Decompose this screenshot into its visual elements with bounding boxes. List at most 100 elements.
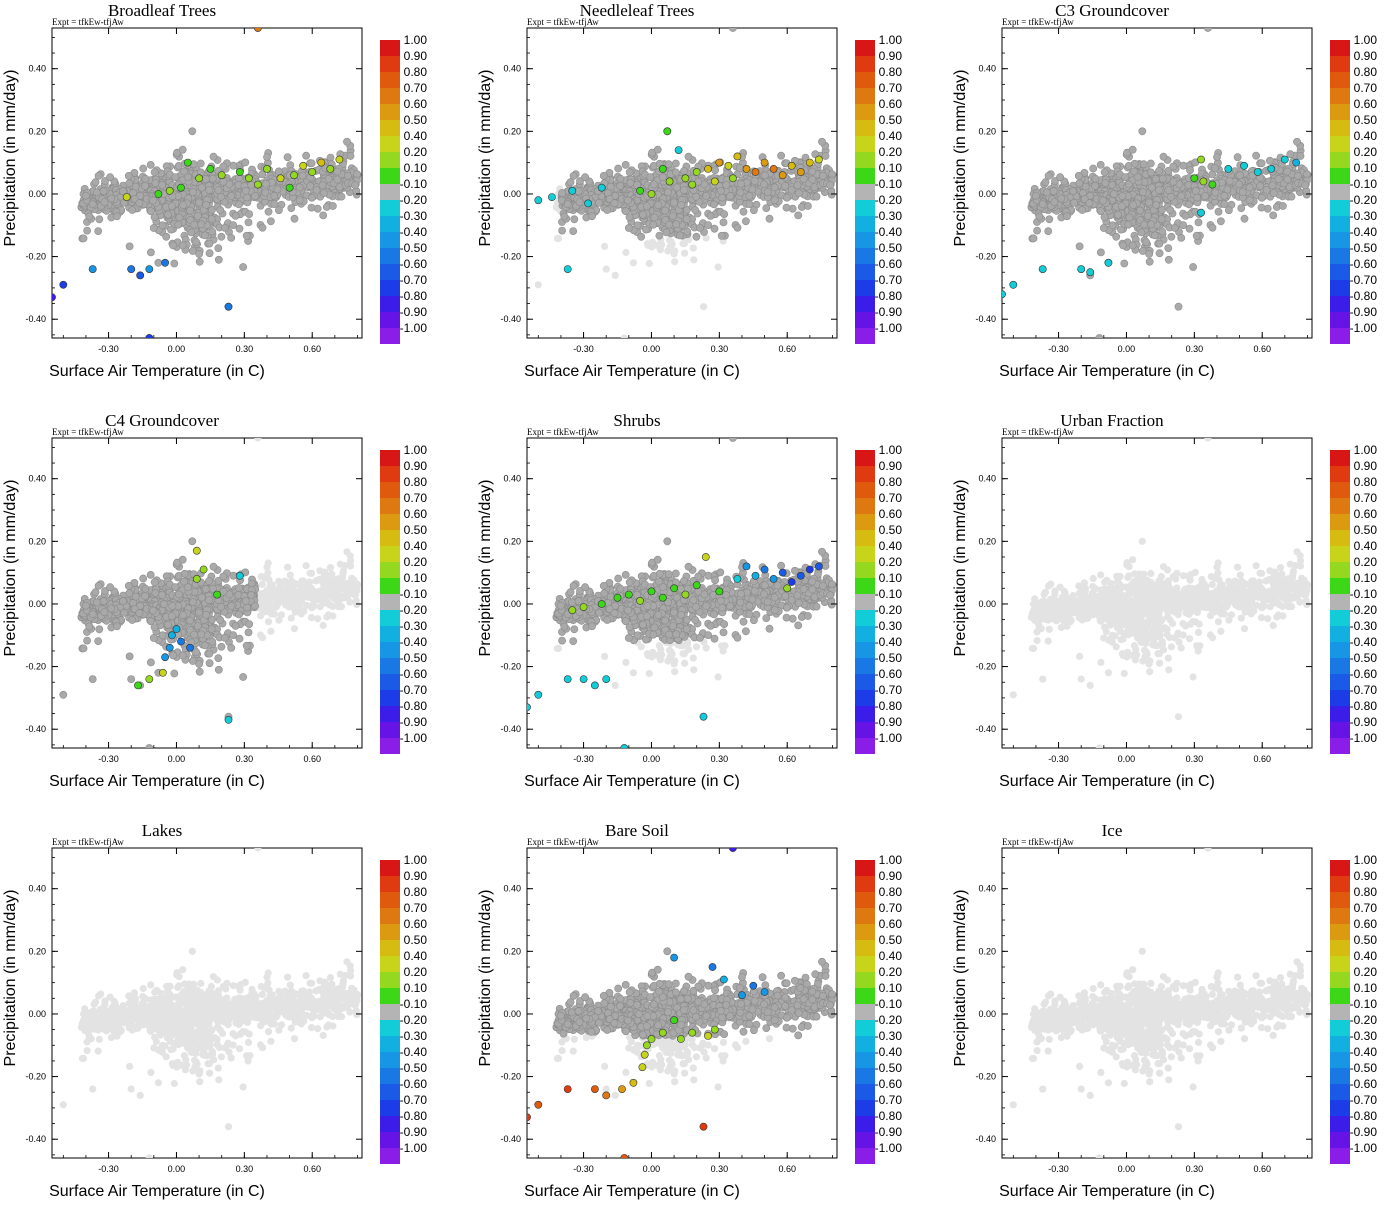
neutral-point [1147, 160, 1154, 167]
data-point [1010, 281, 1017, 288]
neutral-point [96, 216, 103, 223]
neutral-point [96, 626, 103, 633]
colorbar-swatch [1330, 264, 1350, 280]
neutral-point [1279, 202, 1286, 209]
neutral-point [271, 201, 278, 208]
colorbar-label: -0.40 [875, 225, 903, 239]
data-point [998, 291, 1005, 298]
neutral-point [766, 215, 773, 222]
neutral-point [558, 189, 565, 196]
data-point [123, 194, 130, 201]
data-point [637, 187, 644, 194]
nodata-point [344, 582, 351, 589]
neutral-point [827, 182, 834, 189]
colorbar-swatch [855, 296, 875, 312]
neutral-point [647, 174, 654, 181]
nodata-point [320, 622, 327, 629]
colorbar-swatch [855, 72, 875, 88]
nodata-point [284, 564, 291, 571]
neutral-point [1225, 207, 1232, 214]
nodata-point [353, 581, 360, 588]
colorbar-label: 0.40 [1354, 129, 1378, 143]
neutral-point [1119, 193, 1126, 200]
neutral-point [1076, 243, 1083, 250]
neutral-point [1159, 228, 1166, 235]
data-point [675, 147, 682, 154]
neutral-point [101, 609, 108, 616]
data-point [225, 303, 232, 310]
neutral-point [1045, 228, 1052, 235]
nodata-point [271, 611, 278, 618]
colorbar-label: -0.70 [1350, 273, 1378, 287]
neutral-point [155, 259, 162, 266]
data-point [734, 153, 741, 160]
nodata-point [296, 607, 303, 614]
neutral-point [303, 152, 310, 159]
neutral-point [320, 212, 327, 219]
x-tick-label: -0.30 [98, 344, 119, 354]
neutral-point [1147, 169, 1154, 176]
neutral-point [150, 197, 157, 204]
neutral-point [113, 213, 120, 220]
neutral-point [692, 193, 699, 200]
colorbar-label: -0.80 [1350, 289, 1378, 303]
data-point [815, 156, 822, 163]
neutral-point [291, 215, 298, 222]
neutral-point [1159, 175, 1166, 182]
colorbar-swatch [380, 136, 400, 152]
colorbar-swatch [380, 248, 400, 264]
neutral-point [1165, 245, 1172, 252]
neutral-point [1097, 249, 1104, 256]
colorbar-label: -0.90 [875, 305, 903, 319]
neutral-point [95, 582, 102, 589]
neutral-point [217, 206, 224, 213]
colorbar-label: -0.90 [400, 305, 428, 319]
colorbar-label: -0.70 [875, 273, 903, 287]
neutral-point [274, 186, 281, 193]
neutral-point [1146, 250, 1153, 257]
neutral-point [588, 213, 595, 220]
neutral-point [228, 234, 235, 241]
neutral-point [275, 207, 282, 214]
neutral-point [1288, 193, 1295, 200]
neutral-point [809, 168, 816, 175]
nodata-point [603, 266, 610, 273]
neutral-point [570, 228, 577, 235]
neutral-point [334, 176, 341, 183]
neutral-point [1270, 190, 1277, 197]
neutral-point [126, 590, 133, 597]
neutral-point [751, 178, 758, 185]
colorbar-label: 0.90 [879, 49, 903, 63]
neutral-point [180, 202, 187, 209]
data-point [146, 266, 153, 273]
data-point [146, 334, 153, 341]
neutral-point [1100, 224, 1107, 231]
neutral-point [189, 128, 196, 135]
nodata-point [325, 586, 332, 593]
data-point [1087, 269, 1094, 276]
nodata-point [322, 574, 329, 581]
colorbar-swatch [1330, 120, 1350, 136]
colorbar-label: -0.30 [400, 209, 428, 223]
data-point [761, 159, 768, 166]
nodata-point [622, 249, 629, 256]
neutral-point [662, 207, 669, 214]
nodata-point [700, 303, 707, 310]
colorbar: 1.000.900.800.700.600.500.400.200.10-0.1… [1330, 33, 1377, 344]
neutral-point [736, 164, 743, 171]
neutral-point [771, 197, 778, 204]
colorbar-label: -0.20 [400, 193, 428, 207]
colorbar-swatch [380, 264, 400, 280]
colorbar-label: 0.60 [879, 97, 903, 111]
neutral-point [1266, 157, 1273, 164]
neutral-point [151, 214, 158, 221]
colorbar-label: -0.80 [400, 289, 428, 303]
colorbar-swatch [1330, 72, 1350, 88]
neutral-point [100, 598, 107, 605]
neutral-point [218, 233, 225, 240]
data-point [1281, 156, 1288, 163]
neutral-point [215, 245, 222, 252]
neutral-point [201, 232, 208, 239]
